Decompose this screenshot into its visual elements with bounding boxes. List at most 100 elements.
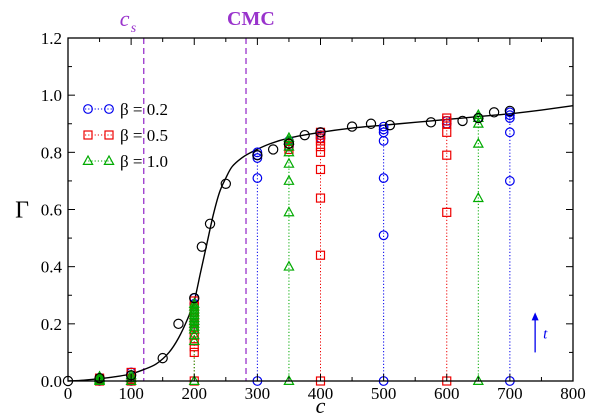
- legend-label-1-0: β = 1.0: [120, 152, 168, 171]
- legend-marker-b-1-0: [103, 154, 115, 165]
- point-0-5-x400-2: [315, 193, 326, 203]
- curve-point-15: [365, 118, 377, 129]
- time-arrow-label: t: [543, 326, 548, 342]
- x-tick-label-700: 700: [497, 384, 523, 403]
- point-0-2-x700-3: [504, 113, 515, 123]
- point-1-0-x650-3: [472, 117, 484, 128]
- vline-label-cmc: CMC: [227, 8, 275, 30]
- curve-point-11: [283, 138, 295, 149]
- axes-layer: 0 100 200 300 400 500 600 700 800 0.0 0.2 0.4 0.6 0.8…: [15, 29, 586, 418]
- point-1-0-x650-0: [472, 374, 484, 385]
- curve-point-9: [252, 149, 263, 161]
- point-1-0-x200-9: [188, 306, 200, 317]
- curve-point-13: [315, 127, 326, 138]
- legend-marker-a-0-5: [83, 130, 93, 140]
- point-0-2-x300-1: [252, 173, 263, 183]
- time-arrow-head: [531, 312, 539, 321]
- curve-point-3: [157, 352, 168, 364]
- point-1-0-x350-8: [283, 131, 295, 143]
- point-0-5-x600-2: [442, 150, 452, 160]
- curve-point-17: [425, 117, 437, 128]
- point-0-5-x600-3: [442, 127, 452, 137]
- point-1-0-x650-4: [472, 111, 484, 123]
- curve-point-21: [504, 105, 516, 117]
- vline-label-sub-c: s: [131, 21, 137, 36]
- y-tick-label-6: 1.2: [41, 29, 62, 48]
- y-tick-label-1: 0.2: [41, 315, 62, 334]
- curve-point-16: [384, 119, 396, 131]
- legend-marker-b-0-5: [104, 130, 114, 140]
- point-1-0-x200-8: [188, 309, 200, 320]
- curve-point-5: [189, 292, 200, 304]
- y-tick-label-3: 0.6: [41, 201, 62, 220]
- curve-point-10: [267, 144, 279, 155]
- guide-lines-layer: [143, 38, 247, 381]
- point-0-5-x400-3: [315, 164, 326, 175]
- point-1-0-x350-2: [283, 206, 295, 217]
- point-1-0-x200-3: [188, 323, 200, 334]
- point-1-0-x200-6: [188, 314, 200, 325]
- point-0-2-x500-1: [378, 230, 389, 241]
- x-tick-label-500: 500: [371, 384, 397, 403]
- x-axis-label: c: [316, 393, 326, 415]
- y-tick-label-2: 0.4: [41, 258, 63, 277]
- y-tick-label-4: 0.8: [41, 143, 62, 162]
- point-1-0-x650-1: [472, 191, 484, 203]
- curve-point-12: [299, 129, 310, 141]
- point-0-2-x500-4: [378, 127, 389, 138]
- y-tick-label-0: 0.0: [41, 372, 62, 391]
- point-0-5-x200-2: [189, 342, 199, 352]
- point-0-5-x400-1: [315, 250, 326, 260]
- point-1-0-x350-4: [283, 157, 295, 168]
- point-1-0-x350-0: [283, 374, 295, 385]
- point-1-0-x200-12: [188, 297, 200, 308]
- point-1-0-x350-1: [283, 260, 295, 271]
- point-1-0-x350-3: [283, 174, 295, 185]
- point-0-5-x200-1: [189, 347, 199, 358]
- x-tick-label-100: 100: [118, 384, 144, 403]
- point-1-0-x350-6: [283, 140, 295, 151]
- curve-point-1: [94, 372, 105, 384]
- point-1-0-x650-2: [472, 137, 484, 148]
- curve-point-19: [473, 112, 484, 124]
- y-tick-label-5: 1.0: [41, 86, 62, 105]
- legend-marker-a-1-0: [82, 154, 94, 165]
- vline-label-c: c: [120, 6, 130, 31]
- legend-marker-a-0-2: [83, 104, 93, 114]
- point-1-0-x200-4: [188, 320, 200, 331]
- curve-point-18: [457, 115, 468, 127]
- legend-label-0-2: β = 0.2: [120, 100, 168, 119]
- curve-point-14: [346, 121, 358, 132]
- curve-point-6: [196, 241, 208, 252]
- x-tick-label-400: 400: [308, 384, 334, 403]
- x-tick-label-0: 0: [64, 384, 73, 403]
- curve-point-20: [488, 107, 500, 118]
- legend-marker-b-0-2: [104, 104, 114, 114]
- fit-curve: [67, 105, 574, 382]
- point-1-0-x200-5: [188, 317, 200, 328]
- legend: β = 0.2 β = 0.5 β = 1.0: [82, 100, 168, 171]
- point-1-0-x200-1: [188, 334, 200, 345]
- point-1-0-x200-2: [188, 329, 200, 340]
- point-1-0-x200-0: [188, 374, 200, 385]
- x-tick-label-300: 300: [245, 384, 271, 403]
- point-0-5-x400-4: [315, 147, 326, 157]
- curve-layer: [67, 105, 574, 382]
- point-0-2-x700-1: [504, 176, 515, 186]
- point-0-2-x500-6: [378, 121, 389, 132]
- curve-point-8: [220, 178, 232, 189]
- point-1-0-x200-7: [188, 311, 200, 323]
- point-0-5-x600-6: [442, 113, 452, 123]
- point-1-0-x100-0: [125, 374, 137, 385]
- legend-label-0-5: β = 0.5: [120, 126, 168, 145]
- x-tick-label-600: 600: [434, 384, 460, 403]
- point-0-2-x700-4: [504, 110, 515, 121]
- point-1-0-x200-10: [188, 303, 200, 314]
- point-1-0-x350-5: [283, 146, 295, 157]
- x-tick-label-800: 800: [560, 384, 586, 403]
- point-0-2-x500-2: [378, 173, 389, 183]
- x-tick-label-200: 200: [182, 384, 208, 403]
- point-0-5-x600-1: [442, 207, 452, 217]
